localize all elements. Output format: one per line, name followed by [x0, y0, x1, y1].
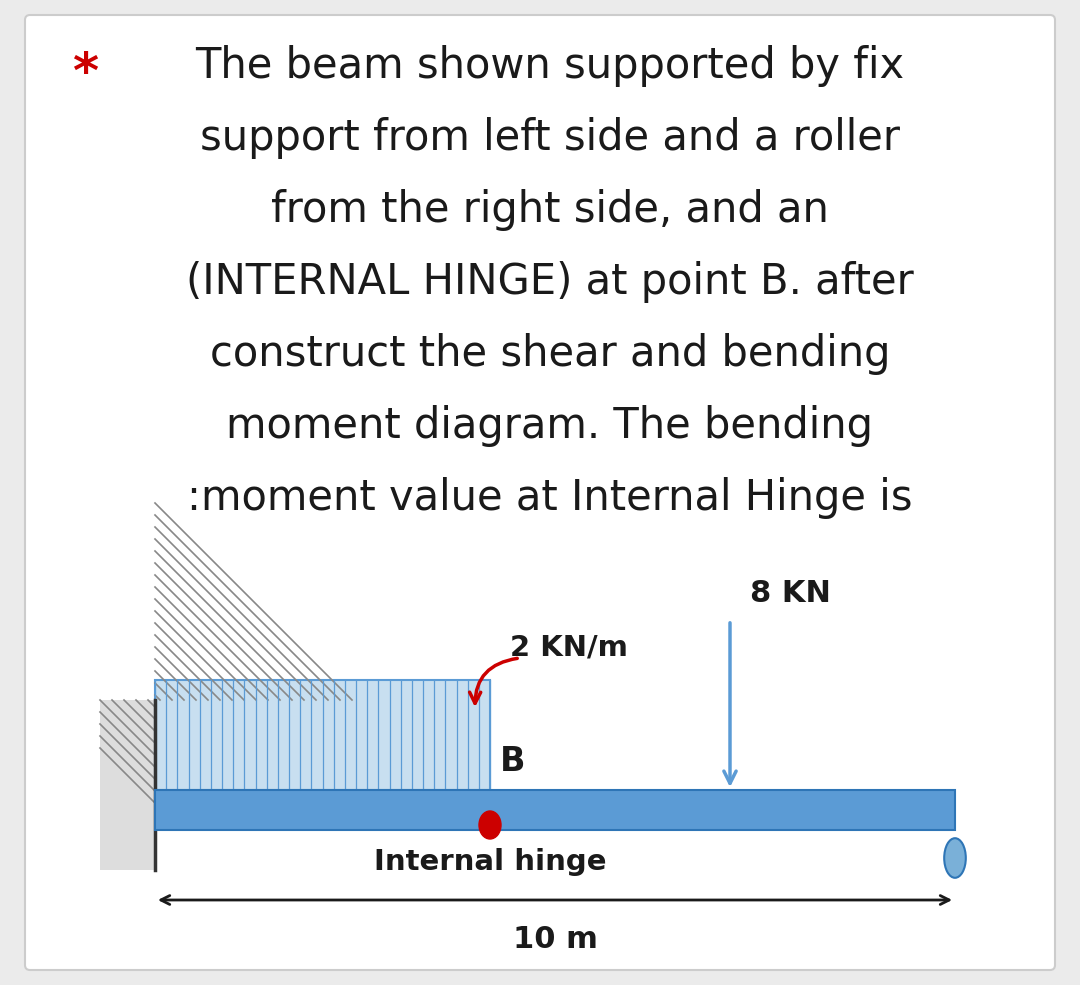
Text: Internal hinge: Internal hinge [374, 848, 606, 876]
Text: support from left side and a roller: support from left side and a roller [200, 117, 900, 159]
Text: :moment value at Internal Hinge is: :moment value at Internal Hinge is [187, 477, 913, 519]
Ellipse shape [480, 811, 501, 839]
Text: B: B [500, 745, 526, 778]
Bar [100, 700, 156, 870]
Text: 2 KN/m: 2 KN/m [510, 634, 627, 662]
Text: from the right side, and an: from the right side, and an [271, 189, 829, 231]
Bar [156, 680, 490, 790]
Text: 8 KN: 8 KN [750, 579, 831, 608]
Text: construct the shear and bending: construct the shear and bending [210, 333, 890, 375]
FancyBboxPatch shape [25, 15, 1055, 970]
Text: 10 m: 10 m [513, 925, 597, 954]
Text: The beam shown supported by fix: The beam shown supported by fix [195, 45, 905, 87]
Ellipse shape [944, 838, 966, 878]
Text: (INTERNAL HINGE) at point B. after: (INTERNAL HINGE) at point B. after [186, 261, 914, 303]
Bar [156, 790, 955, 830]
Text: moment diagram. The bending: moment diagram. The bending [227, 405, 874, 447]
Text: *: * [72, 50, 98, 98]
